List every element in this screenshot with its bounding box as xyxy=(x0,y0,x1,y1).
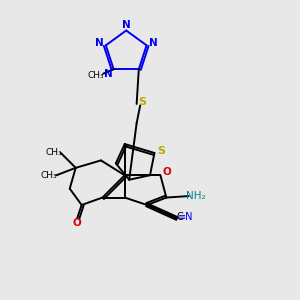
Text: CH₃: CH₃ xyxy=(45,148,62,158)
Text: N: N xyxy=(95,38,104,48)
Text: N: N xyxy=(149,38,158,48)
Text: CH₃: CH₃ xyxy=(40,171,57,180)
Text: NH₂: NH₂ xyxy=(186,191,206,201)
Text: C: C xyxy=(177,212,184,222)
Text: CH₃: CH₃ xyxy=(88,71,104,80)
Text: O: O xyxy=(163,167,171,177)
Text: N: N xyxy=(122,20,130,30)
Text: ≡N: ≡N xyxy=(178,212,194,222)
Text: N: N xyxy=(104,69,113,79)
Text: O: O xyxy=(73,218,82,228)
Text: S: S xyxy=(157,146,165,156)
Text: S: S xyxy=(138,98,146,107)
